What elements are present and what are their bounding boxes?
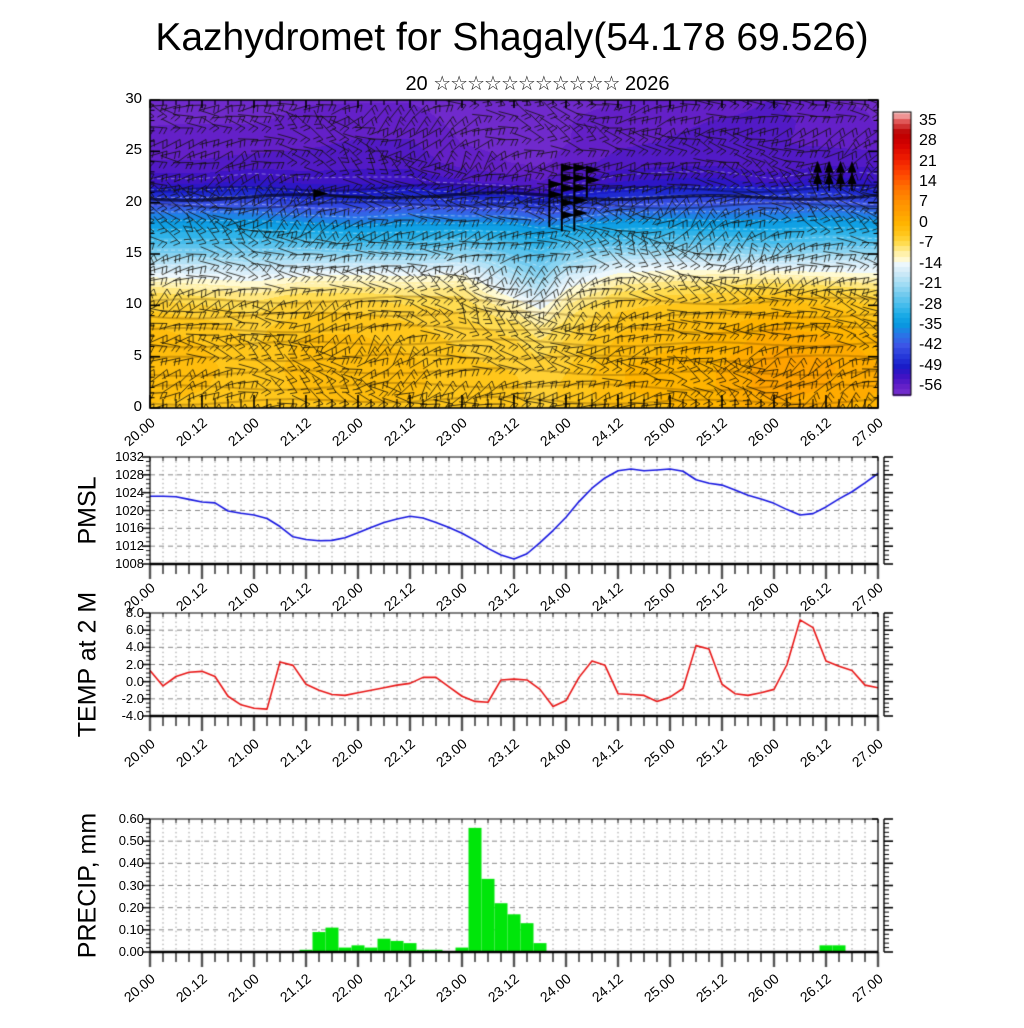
temp-y-tick-label: 8.0 (125, 605, 144, 620)
colorbar-tick-label: -28 (919, 295, 943, 313)
temp-y-tick-label: -4.0 (121, 708, 144, 723)
precip-y-tick-label: 0.10 (118, 921, 144, 937)
temp-y-tick-label: 2.0 (125, 656, 144, 672)
temp-y-tick-label: 4.0 (125, 639, 144, 655)
pmsl-y-tick-label: 1028 (115, 466, 144, 482)
colorbar-tick-label: -49 (919, 356, 943, 374)
temp-y-tick-label: 6.0 (125, 622, 144, 638)
pmsl-y-tick-label: 1024 (115, 484, 144, 500)
colorbar-tick-label: -35 (919, 315, 943, 333)
colorbar-tick-label: 0 (919, 213, 928, 231)
colorbar-tick-label: 21 (919, 152, 937, 170)
pmsl-y-tick-label: 1032 (115, 449, 144, 464)
section-y-tick-label: 15 (125, 244, 142, 261)
date-subtitle: 20 ☆☆☆☆☆☆☆☆☆☆☆ 2026 (150, 71, 925, 96)
section-y-tick-label: 25 (125, 141, 142, 159)
date-year: 2026 (625, 73, 670, 95)
colorbar-tick-label: 28 (919, 132, 937, 150)
colorbar-tick-label: -42 (919, 336, 943, 354)
precip-y-tick-label: 0.50 (118, 833, 144, 849)
pmsl-y-tick-label: 1020 (115, 502, 144, 518)
star-icons: ☆☆☆☆☆☆☆☆☆☆☆ (433, 73, 620, 95)
colorbar-tick-label: -14 (919, 254, 943, 272)
colorbar-tick-label: -56 (919, 377, 943, 395)
section-y-tick-label: 0 (133, 398, 142, 415)
precip-y-tick-label: 0.20 (118, 899, 144, 915)
colorbar-tick-label: 7 (919, 193, 928, 211)
pmsl-y-tick-label: 1008 (115, 556, 144, 571)
precip-y-tick-label: 0.40 (118, 855, 144, 871)
page-title: Kazhydromet for Shagaly(54.178 69.526) (155, 16, 869, 59)
temp-y-tick-label: -2.0 (121, 690, 144, 706)
precip-y-tick-label: 0.60 (118, 811, 144, 826)
section-y-tick-label: 30 (125, 90, 142, 107)
section-y-tick-label: 10 (125, 295, 142, 313)
temp-y-tick-label: 0.0 (125, 673, 144, 689)
section-y-tick-label: 5 (133, 346, 142, 364)
precip-y-tick-label: 0.30 (118, 877, 144, 893)
pmsl-y-tick-label: 1012 (115, 538, 144, 554)
precip-y-tick-label: 0.00 (118, 944, 144, 959)
colorbar-tick-label: 14 (919, 173, 937, 191)
colorbar-tick-label: 35 (919, 111, 937, 129)
colorbar-tick-label: -7 (919, 234, 934, 252)
section-y-tick-label: 20 (125, 192, 142, 210)
date-day: 20 (405, 73, 428, 95)
pmsl-y-tick-label: 1016 (115, 520, 144, 536)
colorbar-tick-label: -21 (919, 275, 943, 293)
